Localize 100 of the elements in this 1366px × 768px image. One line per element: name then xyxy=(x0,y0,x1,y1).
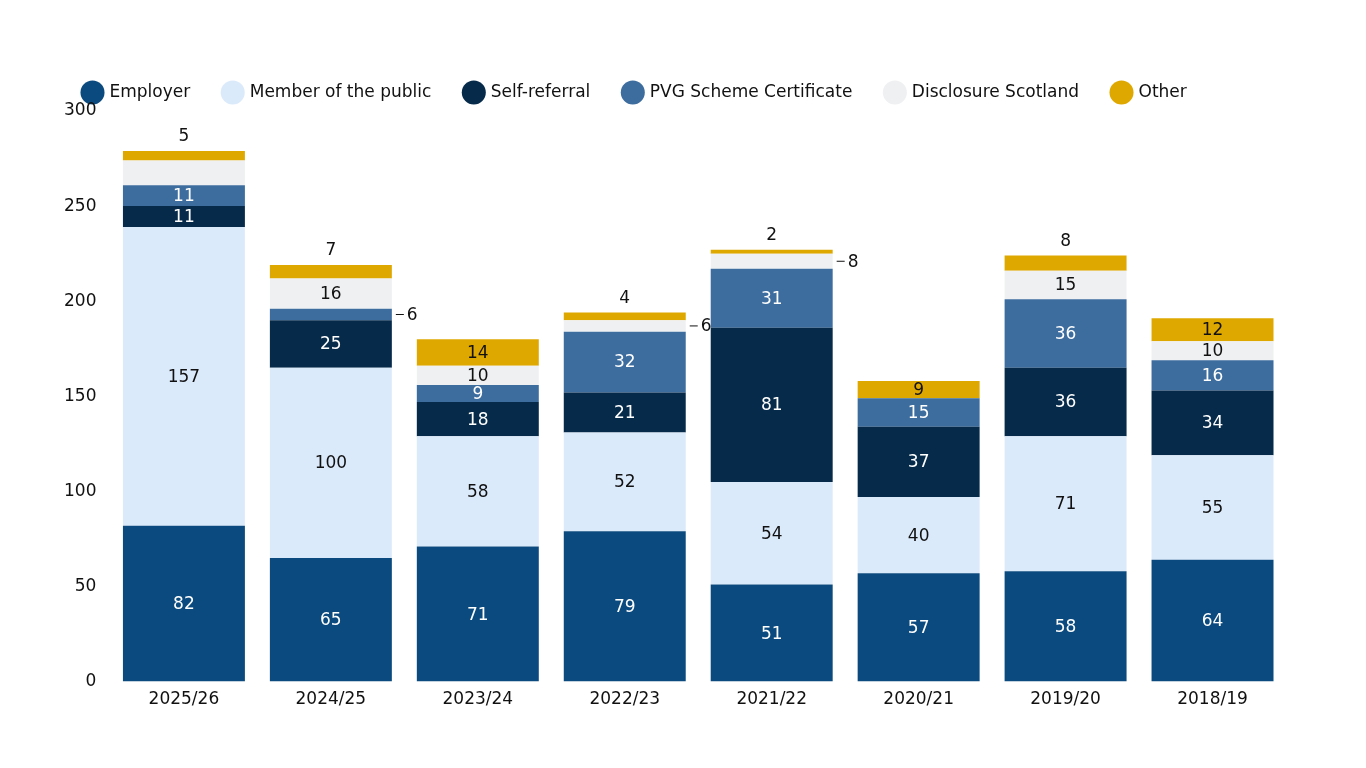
bar xyxy=(269,278,392,309)
bar xyxy=(857,381,980,399)
bar xyxy=(1004,436,1127,572)
data-label: 71 xyxy=(1054,493,1077,514)
data-label: 21 xyxy=(613,401,636,422)
data-label: 34 xyxy=(1201,412,1224,433)
data-label: 18 xyxy=(466,408,489,429)
legend-label: Disclosure Scotland xyxy=(911,80,1080,101)
data-label: 31 xyxy=(760,287,783,308)
bar xyxy=(416,546,539,682)
data-label: 16 xyxy=(1201,364,1224,385)
data-label: 2 xyxy=(766,224,778,245)
bar xyxy=(710,327,833,482)
data-label: 52 xyxy=(613,471,636,492)
data-label: 6 xyxy=(700,315,712,336)
data-label: 40 xyxy=(907,524,930,545)
legend-label: Member of the public xyxy=(249,80,432,101)
data-label: 8 xyxy=(1060,229,1071,250)
bar xyxy=(857,426,980,498)
x-tick-label: 2024/25 xyxy=(295,688,367,709)
data-label: 81 xyxy=(760,394,783,415)
x-tick-label: 2025/26 xyxy=(148,688,220,709)
bar xyxy=(122,185,245,207)
bar xyxy=(122,525,245,682)
bar xyxy=(1004,255,1127,271)
data-label: 36 xyxy=(1054,391,1077,412)
bar xyxy=(1004,571,1127,682)
bar xyxy=(1151,455,1274,560)
bar xyxy=(1151,318,1274,342)
legend-label: PVG Scheme Certificate xyxy=(649,80,853,101)
x-tick-label: 2021/22 xyxy=(736,688,808,709)
data-label: 58 xyxy=(1054,615,1077,636)
data-label: 16 xyxy=(320,283,342,304)
data-label: 5 xyxy=(178,125,190,146)
bar xyxy=(857,398,980,427)
bar xyxy=(563,432,686,532)
x-tick-label: 2023/24 xyxy=(442,688,514,709)
data-label: 15 xyxy=(907,401,930,422)
bar xyxy=(416,339,539,366)
bar xyxy=(1004,367,1127,437)
y-tick-label: 50 xyxy=(74,574,97,595)
data-label: 4 xyxy=(619,287,631,308)
bar xyxy=(710,268,833,328)
data-label: 7 xyxy=(325,239,337,260)
data-label: 8 xyxy=(847,250,859,271)
bar xyxy=(269,320,392,368)
y-tick-label: 100 xyxy=(63,479,97,500)
data-label: 82 xyxy=(173,593,195,614)
x-tick-label: 2020/21 xyxy=(883,688,954,709)
bar xyxy=(269,265,392,279)
bar xyxy=(563,531,686,682)
bar xyxy=(122,206,245,228)
data-label: 32 xyxy=(613,351,636,372)
bar xyxy=(1004,270,1127,300)
bar xyxy=(563,392,686,433)
data-label: 25 xyxy=(320,333,342,354)
data-label: 58 xyxy=(466,480,489,501)
bar xyxy=(710,481,833,585)
data-label: 11 xyxy=(173,185,195,206)
data-label: 57 xyxy=(907,616,930,637)
y-tick-label: 300 xyxy=(63,99,97,120)
data-label: 10 xyxy=(1201,340,1224,361)
bar xyxy=(269,557,392,682)
bar xyxy=(563,312,686,321)
bar xyxy=(710,584,833,682)
bar xyxy=(1151,360,1274,391)
data-label: 10 xyxy=(466,364,489,385)
data-label: 54 xyxy=(760,522,783,543)
data-label: 157 xyxy=(167,365,201,386)
x-tick-label: 2018/19 xyxy=(1177,688,1248,709)
bar xyxy=(122,150,245,161)
x-tick-label: 2019/20 xyxy=(1030,688,1101,709)
data-label: 100 xyxy=(314,452,348,473)
data-label: 64 xyxy=(1201,610,1224,631)
data-label: 14 xyxy=(466,341,489,362)
bar xyxy=(710,249,833,254)
bar xyxy=(1151,390,1274,456)
bar xyxy=(563,320,686,332)
bar xyxy=(710,253,833,269)
x-tick-label: 2022/23 xyxy=(589,688,661,709)
data-label: 11 xyxy=(173,205,195,226)
bar xyxy=(269,367,392,558)
y-tick-label: 0 xyxy=(85,670,97,691)
data-label: 36 xyxy=(1054,322,1077,343)
bar xyxy=(1151,559,1274,682)
legend-label: Self-referral xyxy=(490,80,591,101)
data-label: 55 xyxy=(1201,496,1224,517)
data-label: 79 xyxy=(613,595,636,616)
bar xyxy=(416,365,539,385)
bar xyxy=(857,497,980,574)
legend-label: Other xyxy=(1138,80,1187,101)
bar xyxy=(269,308,392,321)
legend-label: Employer xyxy=(109,80,191,101)
data-label: 71 xyxy=(466,603,489,624)
bar xyxy=(1151,341,1274,361)
data-label: 12 xyxy=(1201,319,1224,340)
bar xyxy=(857,573,980,682)
data-label: 37 xyxy=(907,451,930,472)
bar xyxy=(122,227,245,526)
data-label: 9 xyxy=(472,382,484,403)
